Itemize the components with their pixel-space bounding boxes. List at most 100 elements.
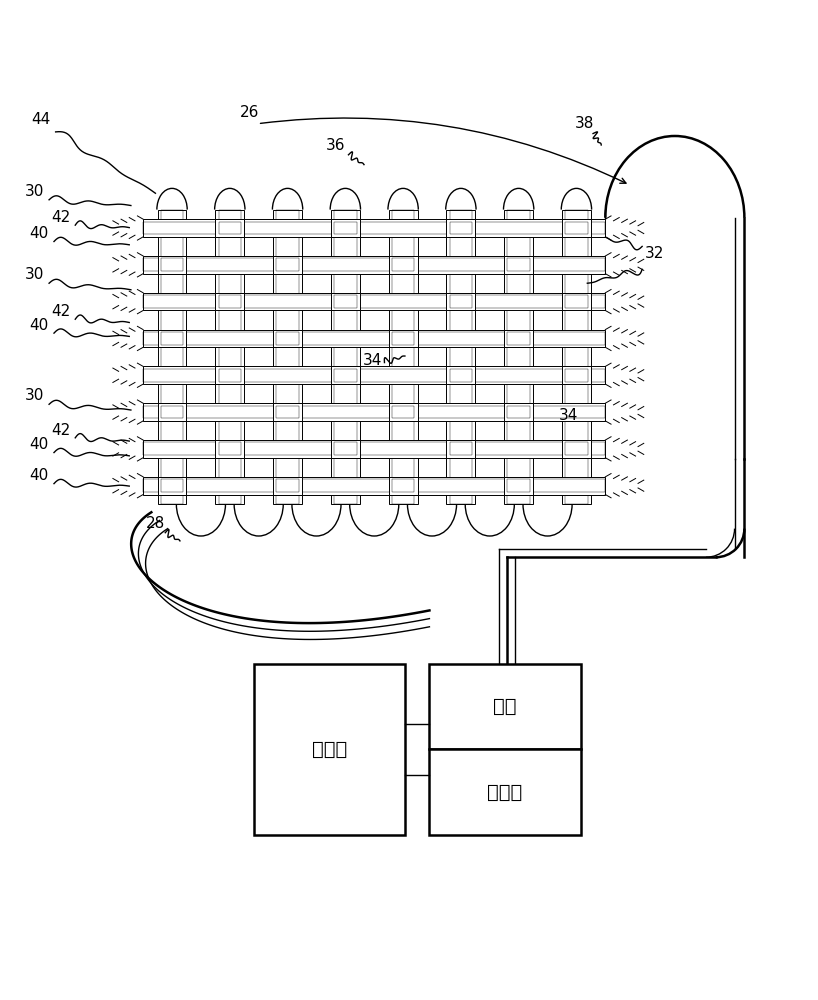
Bar xyxy=(218,369,241,382)
Bar xyxy=(331,210,360,504)
Bar xyxy=(273,256,302,274)
Bar xyxy=(389,256,417,274)
Bar xyxy=(504,403,533,421)
Text: 42: 42 xyxy=(52,304,71,319)
Bar xyxy=(158,403,187,421)
Bar xyxy=(276,479,299,492)
Bar xyxy=(504,330,533,347)
Bar xyxy=(143,406,605,418)
Text: 40: 40 xyxy=(29,468,49,483)
Bar xyxy=(158,210,187,504)
Bar xyxy=(273,210,302,504)
Bar xyxy=(215,293,245,310)
Bar xyxy=(161,210,183,504)
Text: 44: 44 xyxy=(31,112,51,127)
Text: 40: 40 xyxy=(29,226,49,241)
Text: 26: 26 xyxy=(240,105,259,120)
Text: 32: 32 xyxy=(645,246,664,261)
Bar xyxy=(450,295,472,308)
Bar xyxy=(392,332,414,345)
Bar xyxy=(507,258,530,271)
Bar xyxy=(161,258,183,271)
Bar xyxy=(215,210,245,504)
Bar xyxy=(143,403,605,421)
Bar xyxy=(565,369,587,382)
Bar xyxy=(450,442,472,455)
Bar xyxy=(450,210,472,504)
Bar xyxy=(562,210,591,504)
Bar xyxy=(143,295,605,308)
Text: 控制器: 控制器 xyxy=(312,740,347,759)
Bar xyxy=(218,210,241,504)
Bar xyxy=(215,219,245,237)
Bar xyxy=(161,479,183,492)
Bar xyxy=(143,222,605,234)
Bar xyxy=(447,219,475,237)
Bar xyxy=(562,219,591,237)
Bar xyxy=(392,210,414,504)
Bar xyxy=(447,440,475,458)
Bar xyxy=(389,210,417,504)
Bar xyxy=(143,330,605,347)
Bar xyxy=(143,332,605,345)
Bar xyxy=(335,442,357,455)
Text: 30: 30 xyxy=(25,267,44,282)
Text: 42: 42 xyxy=(52,423,71,438)
Text: 30: 30 xyxy=(25,184,44,199)
Bar xyxy=(565,442,587,455)
Text: 42: 42 xyxy=(52,210,71,225)
Bar xyxy=(565,295,587,308)
Bar xyxy=(447,293,475,310)
Bar xyxy=(143,258,605,271)
Bar xyxy=(335,222,357,234)
Bar xyxy=(389,330,417,347)
Bar xyxy=(562,366,591,384)
Bar xyxy=(331,366,360,384)
Bar xyxy=(565,222,587,234)
Bar xyxy=(218,295,241,308)
Text: 34: 34 xyxy=(362,353,382,368)
Bar xyxy=(392,406,414,418)
Bar xyxy=(143,479,605,492)
Bar xyxy=(143,219,605,237)
Bar xyxy=(507,332,530,345)
Bar xyxy=(158,256,187,274)
Bar xyxy=(450,369,472,382)
Bar xyxy=(143,256,605,274)
Bar xyxy=(254,664,405,835)
Bar xyxy=(215,440,245,458)
Bar xyxy=(158,330,187,347)
Bar xyxy=(143,477,605,495)
Bar xyxy=(447,210,475,504)
Bar xyxy=(143,442,605,455)
Bar xyxy=(565,210,587,504)
Text: 40: 40 xyxy=(29,318,49,333)
Bar xyxy=(331,219,360,237)
Bar xyxy=(389,477,417,495)
Bar xyxy=(335,295,357,308)
Text: 34: 34 xyxy=(559,408,578,423)
Bar xyxy=(273,330,302,347)
Text: 36: 36 xyxy=(326,138,345,153)
Bar xyxy=(447,366,475,384)
Bar xyxy=(143,440,605,458)
Bar xyxy=(392,258,414,271)
Bar xyxy=(429,749,581,835)
Text: 30: 30 xyxy=(25,388,44,403)
Bar xyxy=(218,442,241,455)
Bar xyxy=(276,258,299,271)
Bar xyxy=(335,210,357,504)
Bar xyxy=(504,477,533,495)
Text: 28: 28 xyxy=(146,516,165,531)
Bar xyxy=(276,210,299,504)
Bar xyxy=(276,332,299,345)
Bar xyxy=(507,210,530,504)
Bar xyxy=(143,293,605,310)
Bar xyxy=(331,440,360,458)
Bar xyxy=(143,366,605,384)
Bar xyxy=(392,479,414,492)
Bar xyxy=(143,369,605,382)
Bar xyxy=(158,477,187,495)
Bar xyxy=(215,366,245,384)
Bar xyxy=(276,406,299,418)
